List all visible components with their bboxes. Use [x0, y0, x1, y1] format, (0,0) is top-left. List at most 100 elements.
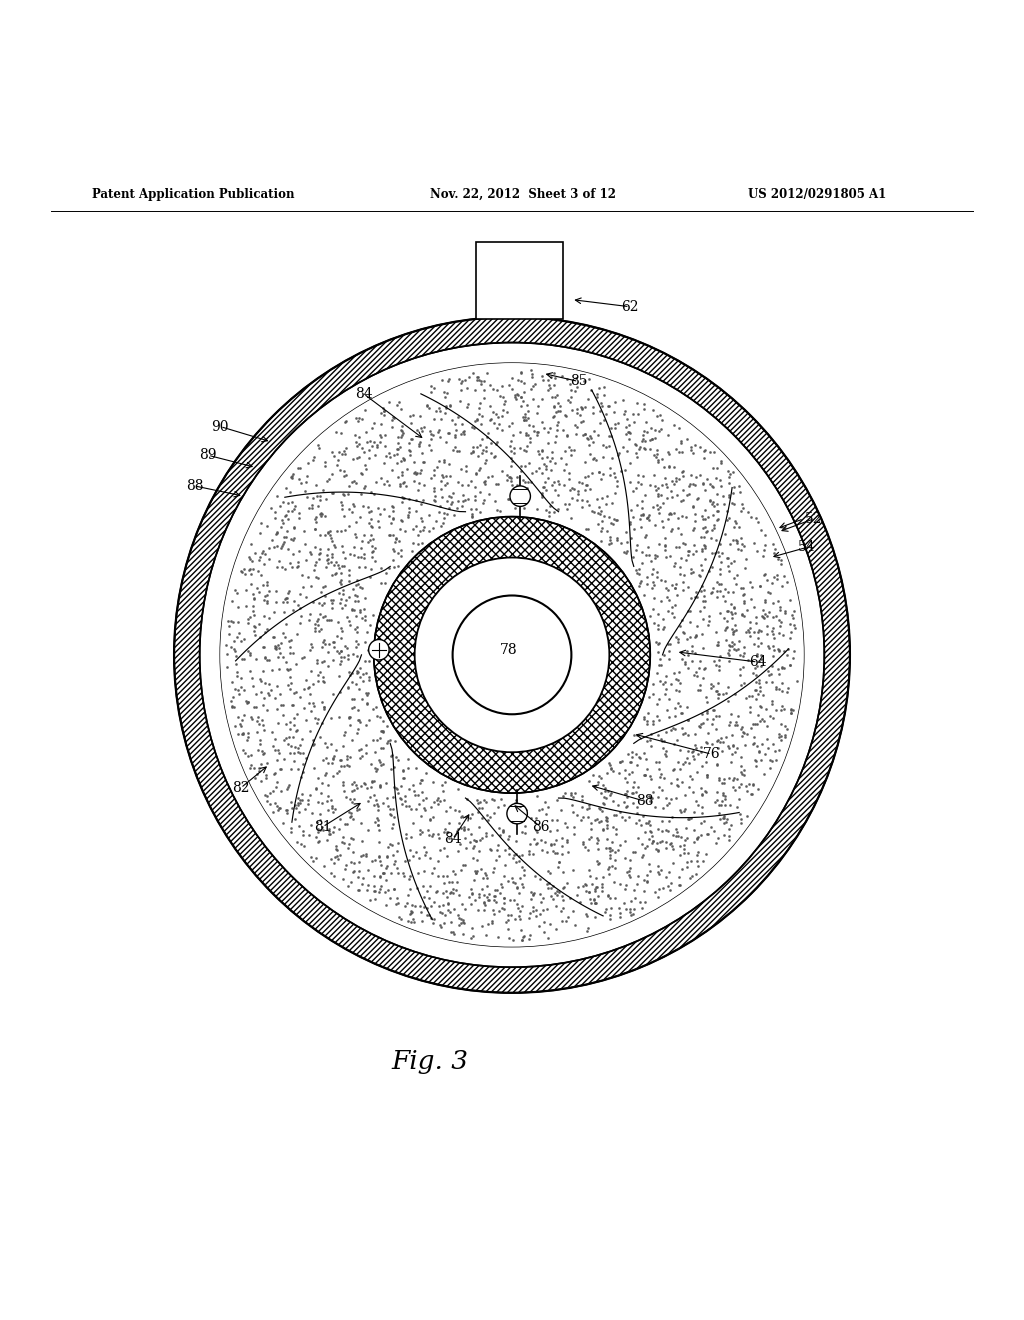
Point — [306, 733, 323, 754]
Point — [465, 441, 481, 462]
Point — [309, 609, 326, 630]
Point — [623, 473, 639, 494]
Point — [674, 462, 690, 483]
Point — [714, 791, 730, 812]
Point — [706, 517, 722, 539]
Point — [602, 898, 618, 919]
Point — [418, 842, 434, 863]
Point — [542, 378, 558, 399]
Point — [748, 713, 764, 734]
Point — [716, 783, 732, 804]
Point — [590, 829, 606, 850]
Point — [707, 651, 723, 672]
Point — [224, 671, 241, 692]
Point — [593, 500, 609, 521]
Point — [365, 528, 381, 549]
Point — [351, 710, 368, 731]
Point — [373, 403, 389, 424]
Point — [600, 395, 616, 416]
Point — [673, 433, 689, 454]
Point — [294, 784, 310, 805]
Point — [559, 832, 575, 853]
Point — [765, 645, 781, 667]
Point — [323, 552, 339, 573]
Point — [605, 401, 622, 422]
Point — [473, 442, 489, 463]
Point — [327, 536, 343, 557]
Point — [664, 807, 680, 828]
Point — [544, 387, 560, 408]
Point — [329, 454, 345, 475]
Point — [513, 895, 529, 916]
Point — [727, 780, 743, 801]
Point — [346, 771, 362, 792]
Point — [286, 726, 302, 747]
Point — [728, 738, 744, 759]
Point — [370, 434, 386, 455]
Point — [657, 743, 674, 764]
Point — [645, 714, 662, 735]
Point — [536, 477, 552, 498]
Point — [475, 379, 492, 400]
Point — [313, 692, 330, 713]
Point — [385, 845, 401, 866]
Point — [724, 723, 740, 744]
Point — [585, 764, 601, 785]
Point — [732, 762, 749, 783]
Point — [417, 845, 433, 866]
Point — [503, 447, 519, 469]
Point — [396, 865, 413, 886]
Point — [751, 741, 767, 762]
Point — [273, 517, 290, 539]
Point — [649, 818, 666, 840]
Point — [640, 504, 656, 525]
Point — [445, 504, 462, 525]
Point — [686, 503, 702, 524]
Point — [315, 631, 332, 652]
Point — [603, 758, 620, 779]
Point — [559, 425, 575, 446]
Point — [489, 796, 506, 817]
Point — [319, 656, 336, 677]
Point — [435, 507, 452, 528]
Point — [311, 820, 328, 841]
Point — [727, 512, 743, 533]
Point — [423, 825, 439, 846]
Point — [267, 502, 284, 523]
Point — [773, 730, 790, 751]
Point — [353, 874, 370, 895]
Point — [654, 449, 671, 470]
Point — [592, 504, 608, 525]
Point — [218, 635, 234, 656]
Point — [660, 503, 677, 524]
Point — [275, 533, 292, 554]
Point — [506, 890, 522, 911]
Point — [683, 437, 699, 458]
Point — [326, 631, 342, 652]
Point — [512, 438, 528, 459]
Point — [268, 523, 285, 544]
Point — [542, 495, 558, 516]
Point — [434, 903, 451, 924]
Point — [711, 545, 727, 566]
Point — [372, 775, 388, 796]
Point — [455, 805, 471, 826]
Point — [621, 807, 637, 828]
Point — [742, 626, 759, 647]
Point — [708, 680, 724, 701]
Point — [489, 417, 506, 438]
Point — [283, 673, 299, 694]
Text: 85: 85 — [569, 375, 588, 388]
Point — [535, 887, 551, 908]
Point — [786, 618, 803, 639]
Point — [606, 841, 623, 862]
Point — [769, 548, 785, 569]
Point — [466, 418, 482, 440]
Point — [504, 368, 520, 389]
Point — [221, 615, 238, 636]
Point — [764, 693, 780, 714]
Point — [614, 389, 631, 411]
Point — [735, 673, 752, 694]
Point — [547, 367, 563, 388]
Point — [476, 471, 493, 492]
